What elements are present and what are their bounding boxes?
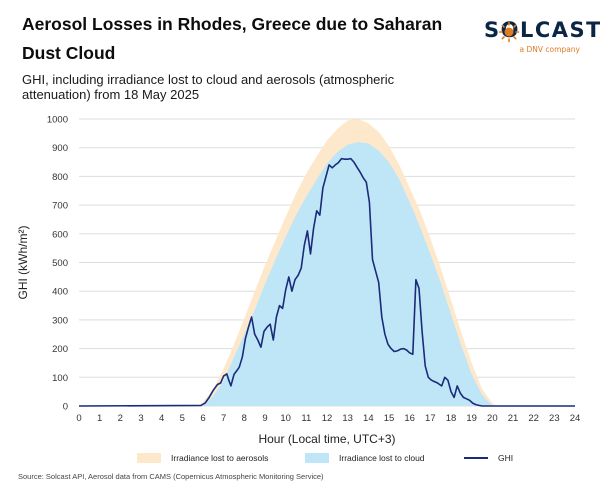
y-tick-label-100: 100 [52,373,68,384]
x-tick-label-2: 2 [118,413,123,424]
x-tick-label-0: 0 [76,413,81,424]
y-tick-label-0: 0 [63,402,68,413]
y-tick-label-400: 400 [52,287,68,298]
source-note: Source: Solcast API, Aerosol data from C… [18,472,324,481]
legend-item-cloud: Irradiance lost to cloud [305,453,425,463]
x-tick-label-18: 18 [446,413,457,424]
legend-swatch-ghi [464,457,488,459]
x-tick-label-24: 24 [570,413,581,424]
area-series [79,119,575,406]
y-tick-label-1000: 1000 [47,115,68,126]
solcast-logo: SOLCAST a DNV company [484,18,600,58]
chart-legend: Irradiance lost to aerosols Irradiance l… [0,453,600,469]
x-tick-label-9: 9 [262,413,267,424]
y-tick-label-900: 900 [52,143,68,154]
legend-swatch-cloud [305,453,329,463]
x-tick-label-16: 16 [404,413,415,424]
legend-label-cloud: Irradiance lost to cloud [339,453,425,463]
x-tick-label-20: 20 [487,413,498,424]
x-tick-label-12: 12 [322,413,333,424]
sun-icon [498,21,520,43]
logo-tagline: a DNV company [519,45,580,54]
legend-label-aerosols: Irradiance lost to aerosols [171,453,269,463]
x-tick-label-5: 5 [180,413,185,424]
y-tick-label-200: 200 [52,344,68,355]
x-tick-label-11: 11 [301,413,311,424]
y-tick-label-300: 300 [52,315,68,326]
x-tick-label-15: 15 [384,413,395,424]
legend-item-aerosols: Irradiance lost to aerosols [137,453,268,463]
y-tick-label-700: 700 [52,201,68,212]
legend-item-ghi: GHI [464,453,513,463]
x-tick-labels: 0 1 2 3 4 5 6 7 8 9 10 11 12 13 14 15 16 17 18 19 20 21 22 23 24 [76,413,580,424]
x-tick-label-7: 7 [221,413,226,424]
x-tick-label-10: 10 [280,413,291,424]
legend-label-ghi: GHI [498,453,514,463]
x-tick-label-3: 3 [138,413,143,424]
x-tick-label-14: 14 [363,413,374,424]
chart-title: Aerosol Losses in Rhodes, Greece due to … [22,14,443,63]
chart-subtitle: GHI, including irradiance lost to cloud … [22,72,395,102]
y-tick-label-500: 500 [52,258,68,269]
y-tick-labels: 0 100 200 300 400 500 600 700 800 900 1000 [47,115,68,413]
x-axis-label: Hour (Local time, UTC+3) [258,432,395,446]
x-tick-label-8: 8 [242,413,247,424]
x-tick-label-22: 22 [528,413,539,424]
x-tick-label-4: 4 [159,413,164,424]
x-tick-label-21: 21 [508,413,519,424]
x-tick-label-13: 13 [342,413,353,424]
x-tick-label-19: 19 [466,413,477,424]
ghi-line [78,157,575,407]
x-tick-label-6: 6 [200,413,205,424]
y-axis-label: GHI (kWh/m²) [16,226,30,300]
y-tick-label-800: 800 [52,172,68,183]
y-tick-label-600: 600 [52,229,68,240]
x-tick-label-1: 1 [97,413,102,424]
x-tick-label-17: 17 [425,413,436,424]
x-tick-label-23: 23 [549,413,560,424]
line-series [78,157,575,407]
legend-swatch-aerosols [137,453,161,463]
area-cloud [79,142,575,406]
